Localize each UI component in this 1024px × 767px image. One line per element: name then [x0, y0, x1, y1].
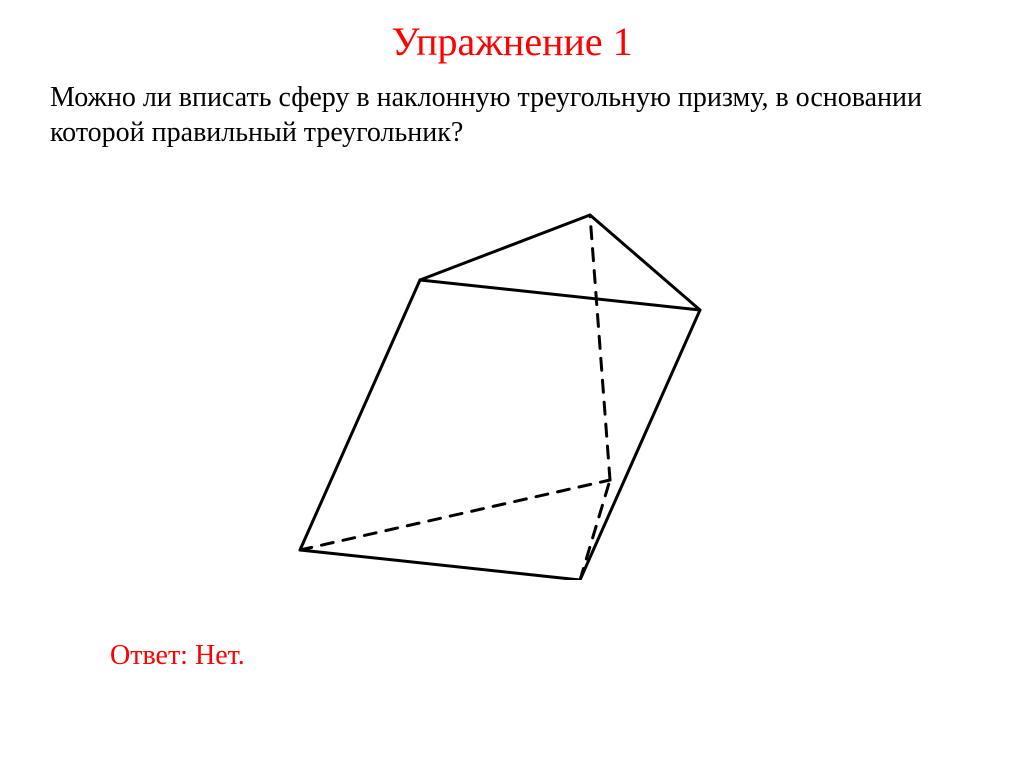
prism-base-rear-right: [580, 480, 610, 580]
prism-outline: [300, 215, 700, 580]
prism-rear-vertical: [590, 215, 610, 480]
answer: Ответ: Нет.: [110, 640, 245, 672]
slide: Упражнение 1 Можно ли вписать сферу в на…: [0, 0, 1024, 767]
prism-top-front-edge: [420, 280, 700, 310]
prism-svg: [270, 180, 730, 580]
answer-label: Ответ:: [110, 640, 195, 671]
question-text: Можно ли вписать сферу в наклонную треуг…: [50, 80, 970, 150]
prism-base-rear-left: [300, 480, 610, 550]
answer-value: Нет.: [195, 640, 245, 671]
prism-diagram: [270, 180, 730, 580]
page-title: Упражнение 1: [0, 18, 1024, 65]
